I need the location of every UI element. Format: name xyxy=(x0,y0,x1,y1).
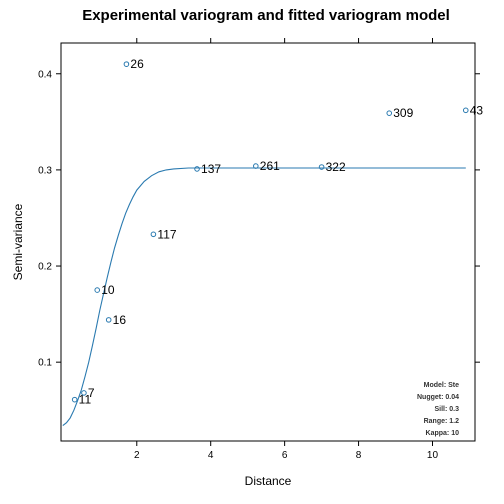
model-info-line: Model: Ste xyxy=(424,382,459,389)
point-label: 10 xyxy=(101,283,115,297)
x-tick-label: 4 xyxy=(208,450,214,461)
x-tick-label: 8 xyxy=(356,450,362,461)
data-point xyxy=(318,164,325,170)
point-label: 309 xyxy=(393,106,413,120)
point-label: 16 xyxy=(113,313,127,327)
fitted-model-curve xyxy=(62,167,466,427)
point-label: 322 xyxy=(326,160,346,174)
points-layer: 117 10 16 26 117 137 261 322 309 43 xyxy=(71,57,484,407)
point-label: 117 xyxy=(157,227,176,241)
x-tick-label: 10 xyxy=(427,450,439,461)
y-tick-label: 0.3 xyxy=(38,165,52,176)
chart-title: Experimental variogram and fitted variog… xyxy=(82,7,450,24)
data-point xyxy=(253,163,259,169)
point-label: 7 xyxy=(88,386,95,400)
data-point xyxy=(386,110,393,116)
y-tick-label: 0.1 xyxy=(38,358,52,369)
x-tick-label: 2 xyxy=(134,450,140,461)
data-point xyxy=(71,396,78,403)
x-axis-label: Distance xyxy=(245,474,292,488)
point-label: 11 xyxy=(79,393,92,407)
y-axis-label: Semi-variance xyxy=(11,203,25,280)
y-tick-label: 0.4 xyxy=(38,69,52,80)
model-curve-layer xyxy=(62,167,466,427)
point-label: 26 xyxy=(130,57,144,71)
axis-ticks: 2 4 6 8 10 0.1 0.2 0.3 0.4 xyxy=(38,38,480,461)
model-info-line: Sill: 0.3 xyxy=(434,406,459,413)
point-label: 261 xyxy=(260,159,280,173)
x-tick-label: 6 xyxy=(282,450,288,461)
data-point xyxy=(105,317,112,323)
model-info-line: Kappa: 10 xyxy=(426,430,460,437)
plot-frame xyxy=(60,42,476,442)
data-point xyxy=(123,61,130,67)
data-point xyxy=(94,287,101,293)
model-info-box: Model: Ste Nugget: 0.04 Sill: 0.3 Range: 1.… xyxy=(417,382,459,437)
point-label: 137 xyxy=(201,162,221,176)
data-point xyxy=(150,231,157,238)
data-point xyxy=(462,107,469,114)
data-point xyxy=(81,390,87,396)
model-info-line: Nugget: 0.04 xyxy=(417,394,459,401)
data-point xyxy=(194,166,200,172)
point-label: 43 xyxy=(470,103,484,117)
y-tick-label: 0.2 xyxy=(38,262,52,273)
model-info-line: Range: 1.2 xyxy=(424,418,460,425)
